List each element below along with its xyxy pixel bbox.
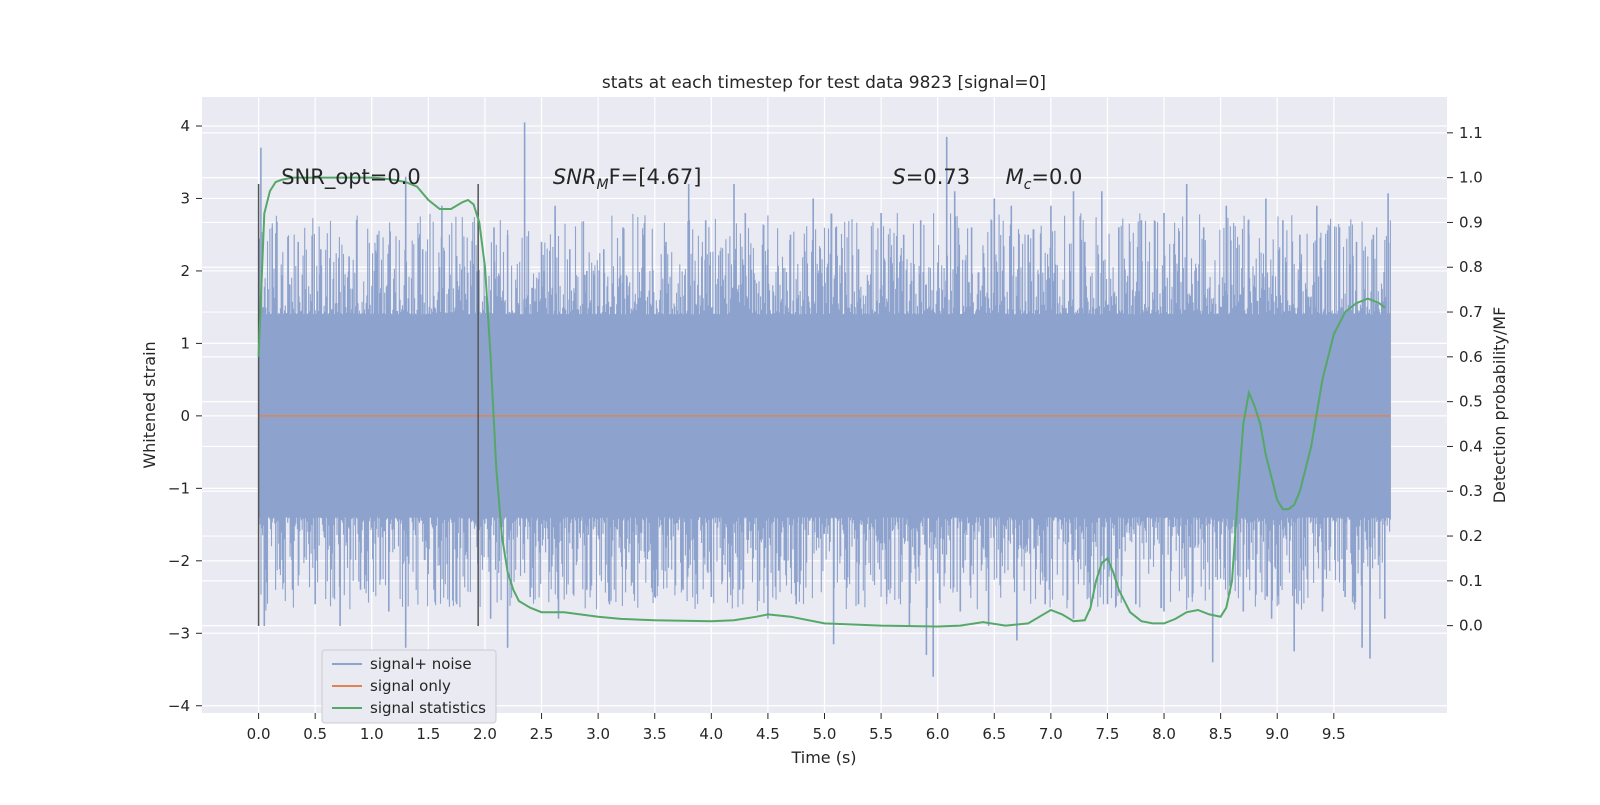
annotation-text: S=0.73 — [892, 165, 970, 189]
y2-tick-label: 0.7 — [1459, 303, 1483, 321]
vertical-markers — [257, 183, 479, 627]
y2-tick-label: 0.3 — [1459, 482, 1483, 500]
x-tick-label: 9.5 — [1322, 725, 1346, 743]
y-axis-label: Whitened strain — [140, 341, 159, 468]
y-tick-label: 3 — [180, 189, 190, 207]
legend-label-signal-only: signal only — [370, 677, 451, 695]
x-tick-label: 6.5 — [982, 725, 1006, 743]
y2-tick-label: 0.9 — [1459, 213, 1483, 231]
x-tick-label: 4.0 — [699, 725, 723, 743]
annotation-text: SNR_opt=0.0 — [281, 165, 421, 190]
x-tick-label: 6.0 — [926, 725, 950, 743]
x-tick-label: 2.0 — [473, 725, 497, 743]
x-tick-label: 5.5 — [869, 725, 893, 743]
legend-label-signal-noise: signal+ noise — [370, 655, 472, 673]
x-axis-label: Time (s) — [790, 748, 856, 767]
x-tick-label: 1.0 — [360, 725, 384, 743]
y2-tick-label: 0.0 — [1459, 617, 1483, 635]
y-tick-label: 4 — [180, 117, 190, 135]
y-tick-label: −4 — [168, 697, 190, 715]
x-tick-label: 2.5 — [530, 725, 554, 743]
x-tick-label: 0.0 — [247, 725, 271, 743]
y-axis-ticks: 4 3 2 1 0 −1 −2 −3 −4 — [168, 117, 202, 715]
y-tick-label: 0 — [180, 407, 190, 425]
y2-tick-label: 0.4 — [1459, 437, 1483, 455]
series-signal-statistics — [257, 176, 1386, 628]
noise-peaks — [260, 122, 1389, 677]
x-tick-label: 1.5 — [416, 725, 440, 743]
chart-title: stats at each timestep for test data 982… — [602, 73, 1046, 93]
y-tick-label: −2 — [168, 552, 190, 570]
y2-tick-label: 0.5 — [1459, 393, 1483, 411]
y-tick-label: 1 — [180, 334, 190, 352]
x-tick-label: 4.5 — [756, 725, 780, 743]
x-tick-label: 3.0 — [586, 725, 610, 743]
y2-tick-label: 1.0 — [1459, 169, 1483, 187]
x-tick-label: 7.5 — [1096, 725, 1120, 743]
legend-label-signal-statistics: signal statistics — [370, 699, 486, 717]
x-tick-label: 7.0 — [1039, 725, 1063, 743]
x-tick-label: 3.5 — [643, 725, 667, 743]
x-axis-ticks: 0.0 0.5 1.0 1.5 2.0 2.5 3.0 3.5 4.0 4.5 5.0 5.5 6.0 6… — [247, 713, 1346, 743]
x-tick-label: 0.5 — [303, 725, 327, 743]
legend: signal+ noise signal only signal statist… — [321, 649, 497, 724]
annotation-text: SNRMF=[4.67] — [553, 165, 702, 193]
y2-tick-label: 0.8 — [1459, 258, 1483, 276]
y-tick-label: 2 — [180, 262, 190, 280]
y2-axis-label: Detection probability/MF — [1490, 307, 1509, 504]
y2-tick-label: 0.6 — [1459, 348, 1483, 366]
x-tick-label: 5.0 — [813, 725, 837, 743]
y2-tick-label: 0.1 — [1459, 572, 1483, 590]
legend-box — [321, 649, 497, 724]
y-tick-label: −3 — [168, 624, 190, 642]
x-tick-label: 8.5 — [1209, 725, 1233, 743]
annotation-text: Mc=0.0 — [1006, 165, 1083, 193]
x-tick-label: 8.0 — [1152, 725, 1176, 743]
annotations: SNR_opt=0.0 SNRMF=[4.67] S=0.73 Mc=0.0 — [281, 165, 1082, 193]
y2-tick-label: 1.1 — [1459, 124, 1483, 142]
y-tick-label: −1 — [168, 479, 190, 497]
x-tick-label: 9.0 — [1265, 725, 1289, 743]
y2-tick-label: 0.2 — [1459, 527, 1483, 545]
y2-axis-ticks: 1.1 1.0 0.9 0.8 0.7 0.6 0.5 0.4 0.3 0.2 0.1 0.0 — [1447, 124, 1483, 635]
